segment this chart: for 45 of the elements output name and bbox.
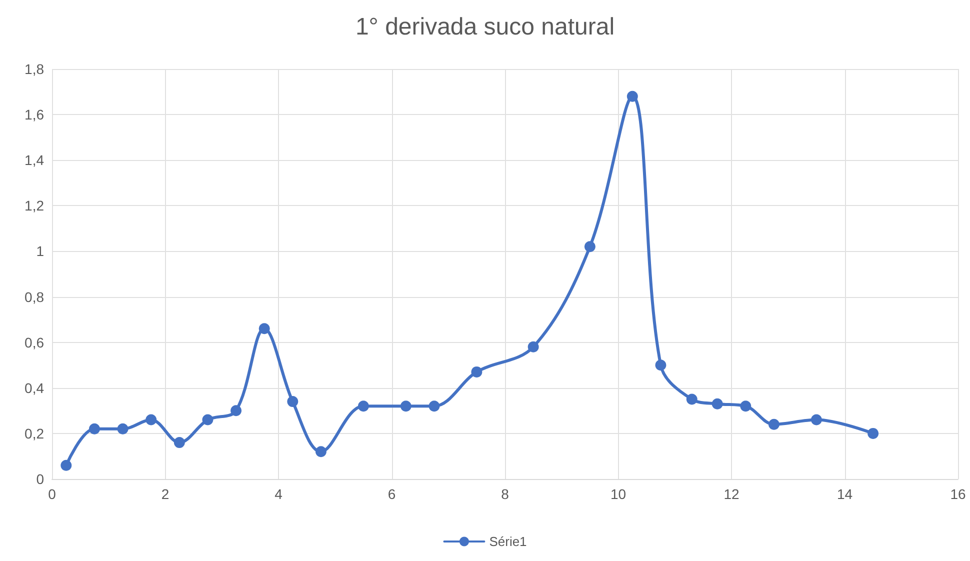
y-tick-label: 0,2 [24,425,44,442]
point [626,90,638,102]
point [146,414,157,426]
point [230,405,242,416]
point [60,460,72,471]
point [686,394,698,405]
point [740,400,752,412]
point [315,446,326,458]
point [584,241,596,252]
point [810,414,822,426]
y-tick-label: 1,2 [24,198,44,214]
y-tick-label: 0,6 [24,334,44,350]
point [868,428,879,439]
point [117,423,128,434]
x-tick-label: 2 [161,486,170,502]
x-tick-label: 8 [501,486,510,502]
y-tick-label: 1,8 [24,61,44,77]
x-tick-label: 14 [836,486,853,502]
point [202,414,214,426]
chart-title: 1° derivada suco natural [355,14,615,40]
y-tick-label: 0,4 [24,380,44,396]
point [358,400,369,412]
point [528,341,539,352]
y-tick-label: 1,4 [24,152,44,168]
legend-label: Série1 [489,534,527,549]
y-tick-label: 1 [36,243,44,260]
y-tick-label: 0,8 [24,288,44,305]
point [712,398,723,410]
point [287,396,298,408]
point [471,366,482,378]
point [428,400,440,412]
point [768,418,780,430]
point [655,360,666,371]
point [88,423,100,434]
point [400,400,412,412]
x-tick-label: 16 [950,486,966,502]
y-tick-label: 1,6 [24,106,44,123]
x-tick-label: 6 [388,486,396,502]
y-tick-label: 0 [36,471,44,487]
point [258,323,270,334]
x-tick-label: 4 [274,486,283,502]
x-tick-label: 12 [724,486,740,502]
x-tick-label: 10 [610,486,626,502]
point [174,437,185,448]
x-tick-label: 0 [48,486,56,502]
